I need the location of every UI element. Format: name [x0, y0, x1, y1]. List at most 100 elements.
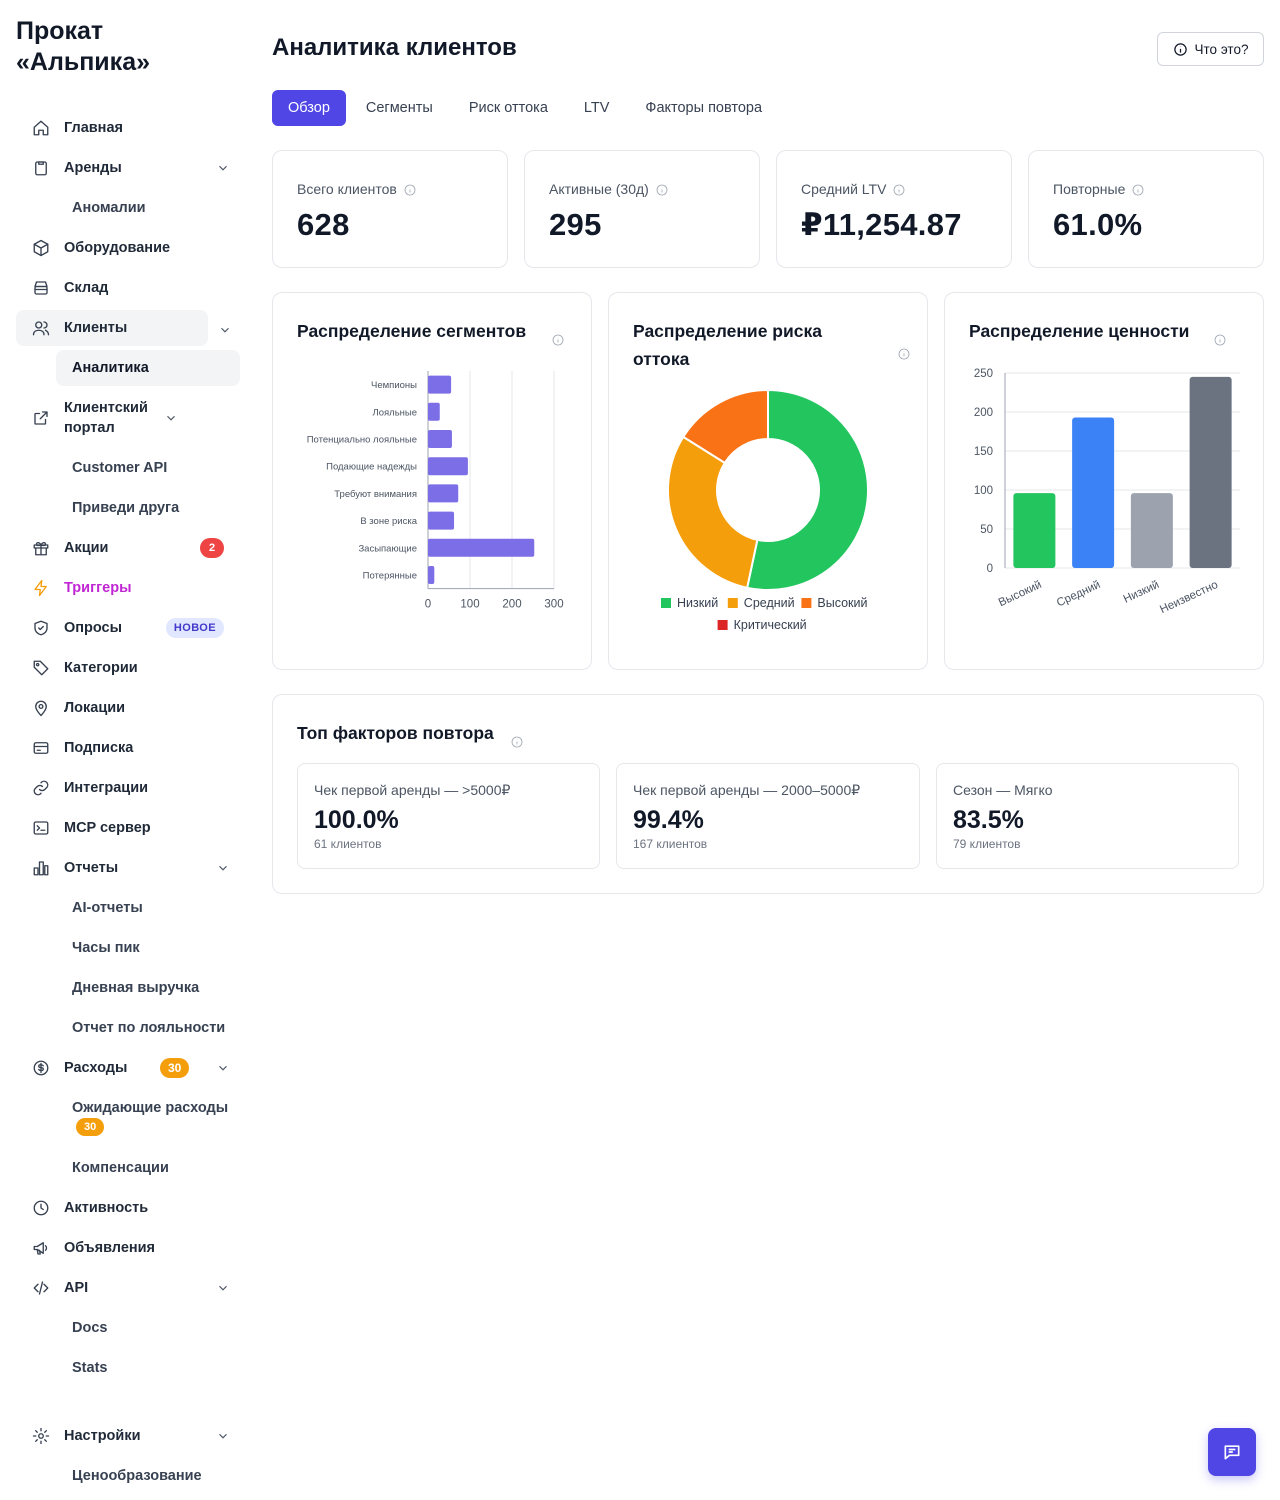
tick-label: 200 [974, 407, 993, 419]
bar [428, 566, 435, 584]
info-icon[interactable] [404, 183, 416, 196]
sidebar-item-integrations[interactable]: Интеграции [16, 770, 240, 806]
tag-icon [32, 659, 50, 677]
info-icon[interactable] [656, 183, 668, 196]
sidebar-item-activity[interactable]: Активность [16, 1190, 240, 1226]
bar [1189, 376, 1232, 568]
chevron-down-icon[interactable] [216, 161, 230, 175]
tab-repeat-factors[interactable]: Факторы повтора [645, 100, 763, 116]
tab-ltv[interactable]: LTV [583, 100, 610, 116]
info-icon [1173, 42, 1187, 56]
kpi-label-text: Всего клиентов [297, 181, 397, 197]
factor-label: Чек первой аренды — 2000–5000₽ [633, 782, 861, 798]
bar [428, 375, 452, 394]
chevron-down-icon[interactable] [216, 861, 230, 875]
legend-label: Средний [744, 596, 795, 610]
sidebar-item-announcements[interactable]: Объявления [16, 1230, 240, 1266]
terminal-icon [32, 819, 50, 837]
sidebar-item-pending-expenses[interactable]: Ожидающие расходы 30 [56, 1090, 240, 1146]
sidebar-item-refer-friend[interactable]: Приведи друга [72, 500, 180, 516]
lightning-icon [32, 579, 50, 597]
sidebar-item-label: Оборудование [64, 240, 171, 256]
sidebar-item-label: Триггеры [64, 580, 132, 596]
factor-count: 61 клиентов [314, 837, 382, 851]
kpi-value: 295 [549, 207, 602, 242]
sidebar-item-label: Клиентский портал [64, 400, 148, 436]
sidebar-item-stats[interactable]: Stats [72, 1360, 108, 1376]
category-label: Потенциально лояльные [307, 435, 417, 446]
sidebar-item-categories[interactable]: Категории [16, 650, 240, 686]
sidebar-item-mcp[interactable]: MCP сервер [16, 810, 240, 846]
sidebar-item-peak-hours[interactable]: Часы пик [72, 940, 140, 956]
sidebar-item-home[interactable]: Главная [16, 110, 240, 146]
sidebar-item-warehouse[interactable]: Склад [16, 270, 240, 306]
chevron-down-icon[interactable] [216, 1281, 230, 1295]
sidebar-item-expenses[interactable]: Расходы 30 [16, 1050, 240, 1086]
code-icon [32, 1279, 50, 1297]
promotions-count-badge: 2 [200, 538, 224, 558]
info-icon[interactable] [893, 183, 905, 196]
sidebar-item-api[interactable]: API [16, 1270, 240, 1306]
bar [428, 457, 468, 476]
donut-slice [681, 388, 769, 465]
sidebar-item-reports[interactable]: Отчеты [16, 850, 240, 886]
segments-chart-title: Распределение сегментов [297, 321, 527, 341]
chevron-down-icon[interactable] [164, 411, 178, 425]
chevron-down-icon[interactable] [216, 1429, 230, 1443]
sidebar-item-label: Отчеты [64, 860, 119, 876]
info-icon[interactable] [511, 735, 523, 748]
link-icon [32, 779, 50, 797]
sidebar-item-daily-revenue[interactable]: Дневная выручка [72, 980, 200, 996]
sidebar-item-subscription[interactable]: Подписка [16, 730, 240, 766]
sidebar-item-analytics[interactable]: Аналитика [56, 350, 240, 386]
legend-swatch [801, 598, 812, 608]
info-icon[interactable] [898, 347, 910, 360]
expenses-count-badge: 30 [160, 1058, 190, 1078]
shield-check-icon [32, 619, 50, 637]
sidebar-item-promotions[interactable]: Акции 2 [16, 530, 240, 566]
chevron-down-icon[interactable] [218, 323, 232, 337]
sidebar-item-locations[interactable]: Локации [16, 690, 240, 726]
category-label: Средний [1055, 579, 1102, 610]
sidebar-item-rentals[interactable]: Аренды [16, 150, 240, 186]
factor-card: Чек первой аренды — >5000₽ 100.0% 61 кли… [297, 763, 600, 869]
sidebar-item-client-portal[interactable]: Клиентский портал [16, 390, 240, 446]
info-icon[interactable] [1214, 333, 1226, 346]
sidebar-item-loyalty-report[interactable]: Отчет по лояльности [72, 1020, 226, 1036]
bar [428, 430, 452, 448]
tab-overview[interactable]: Обзор [272, 90, 346, 126]
home-icon [32, 119, 50, 137]
sidebar-item-ai-reports[interactable]: AI-отчеты [72, 900, 143, 916]
sidebar-item-label: Активность [64, 1200, 149, 1216]
kpi-card-total-clients: Всего клиентов 628 [272, 150, 508, 268]
sidebar-item-compensations[interactable]: Компенсации [72, 1160, 169, 1176]
sidebar-item-anomalies[interactable]: Аномалии [72, 200, 146, 216]
sidebar-item-pricing[interactable]: Ценообразование [72, 1468, 202, 1484]
sidebar-item-label: Ожидающие расходы [72, 1100, 229, 1116]
sidebar-item-docs[interactable]: Docs [72, 1320, 108, 1336]
sidebar-item-triggers[interactable]: Триггеры [16, 570, 240, 606]
chat-icon [1224, 1445, 1240, 1460]
churn-donut-chart: Низкий Средний Высокий Критический [661, 388, 869, 632]
tick-label: 0 [987, 563, 993, 575]
tick-label: 200 [502, 599, 521, 611]
sidebar-item-surveys[interactable]: Опросы НОВОЕ [16, 610, 240, 646]
legend-label: Низкий [677, 596, 718, 610]
kpi-label-text: Активные (30д) [549, 181, 649, 197]
sidebar-item-customer-api[interactable]: Customer API [72, 460, 168, 476]
chat-button[interactable] [1208, 1428, 1256, 1476]
churn-chart-card: Распределение риска оттока Низкий Средний… [608, 292, 928, 670]
tab-segments[interactable]: Сегменты [365, 100, 433, 116]
tick-label: 150 [974, 446, 993, 458]
info-icon[interactable] [552, 333, 564, 346]
sidebar-item-equipment[interactable]: Оборудование [16, 230, 240, 266]
category-label: Неизвестно [1158, 579, 1220, 616]
info-icon[interactable] [1132, 183, 1144, 196]
sidebar-item-settings[interactable]: Настройки [16, 1418, 240, 1454]
clock-icon [32, 1199, 50, 1217]
tab-churn-risk[interactable]: Риск оттока [468, 100, 548, 116]
sidebar-item-clients[interactable]: Клиенты [16, 310, 208, 346]
chevron-down-icon[interactable] [216, 1061, 230, 1075]
gift-icon [32, 539, 50, 557]
help-button[interactable]: Что это? [1157, 32, 1264, 66]
